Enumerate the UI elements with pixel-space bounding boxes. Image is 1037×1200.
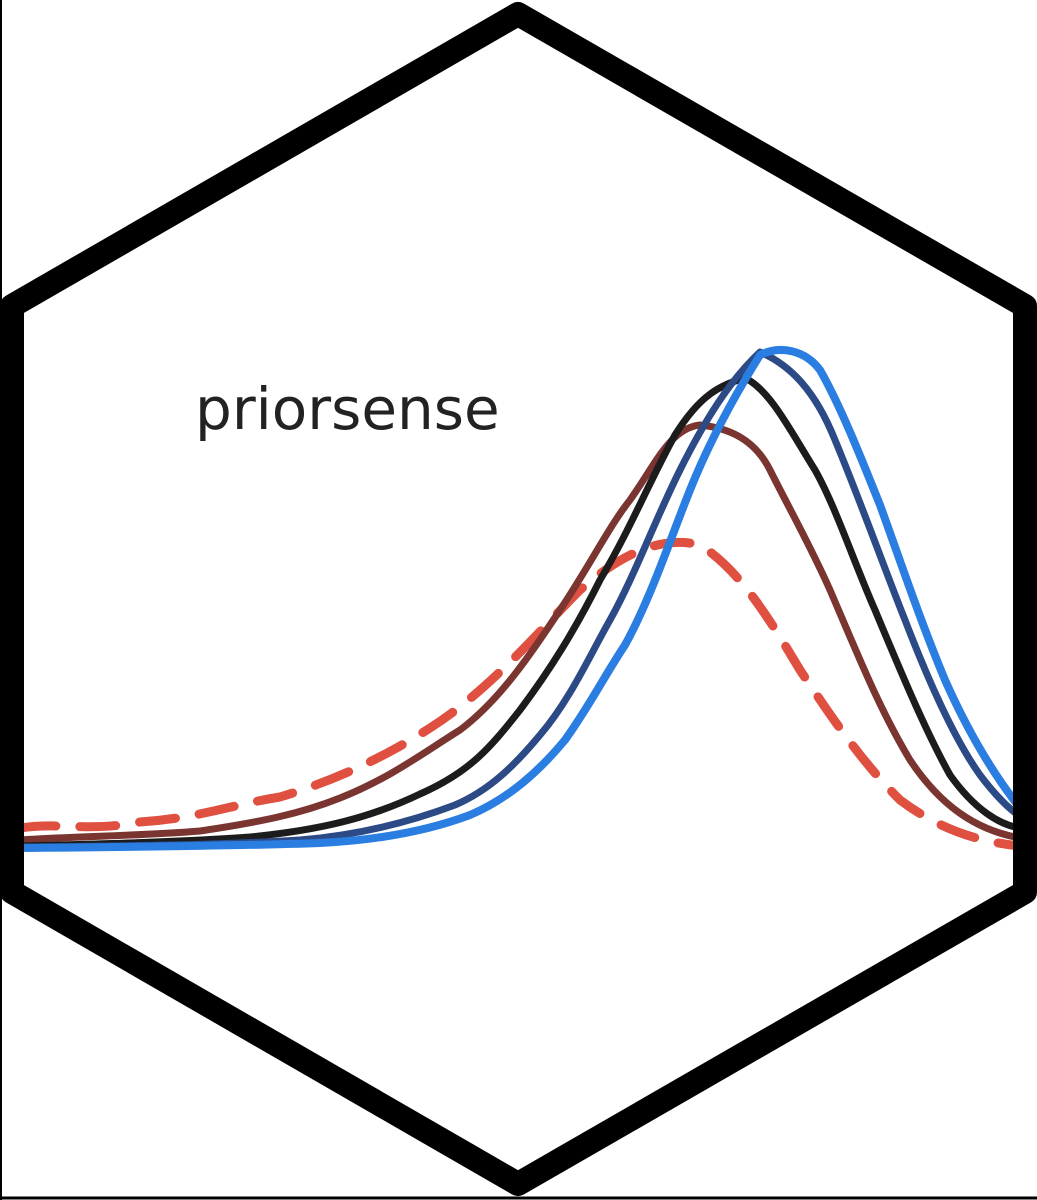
density-curves	[15, 346, 1025, 852]
density-curve-black	[16, 374, 1024, 850]
density-curve-dashed-red	[15, 537, 1025, 851]
density-curve-blue	[16, 346, 1024, 852]
density-curve-brown	[16, 421, 1024, 844]
density-curve-navy	[16, 348, 1024, 851]
hex-background	[12, 14, 1025, 1184]
logo-title: priorsense	[195, 375, 500, 443]
